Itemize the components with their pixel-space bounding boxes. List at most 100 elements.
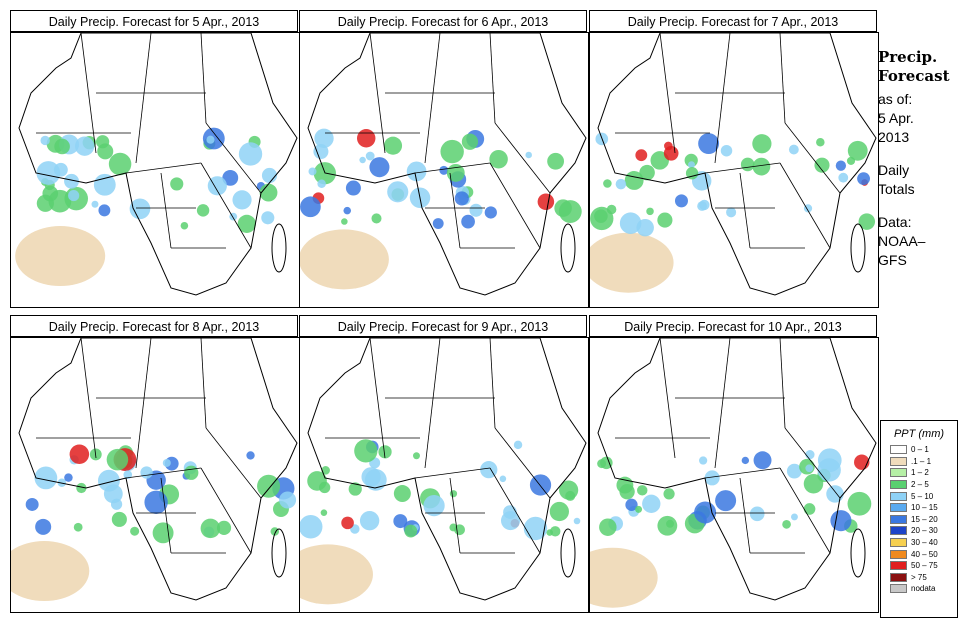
country-border (369, 338, 386, 459)
rain-cell (108, 152, 132, 176)
rain-cell (664, 141, 673, 151)
country-border (779, 338, 786, 429)
legend-item: 10 – 15 (890, 502, 957, 514)
rain-cell (513, 440, 523, 450)
forecast-panel: Daily Precip. Forecast for 8 Apr., 2013 (10, 315, 300, 615)
rain-cell (320, 509, 328, 516)
legend-item: 2 – 5 (890, 479, 957, 491)
data-source: NOAA– (878, 233, 926, 249)
coastline (18, 33, 298, 296)
rain-cell (383, 136, 403, 155)
rain-cell (76, 482, 87, 494)
rain-cell (200, 518, 221, 539)
rain-cell (130, 526, 140, 536)
country-border (135, 33, 152, 164)
country-border (704, 467, 781, 479)
rain-cell (64, 473, 73, 482)
panel-title: Daily Precip. Forecast for 7 Apr., 2013 (589, 10, 877, 32)
dry-area (11, 541, 90, 602)
country-border (449, 172, 461, 249)
country-border (200, 33, 207, 124)
country-border (200, 467, 252, 554)
rain-cell (559, 480, 579, 500)
rain-cell (749, 506, 765, 522)
forecast-panel: Daily Precip. Forecast for 6 Apr., 2013 (299, 10, 589, 310)
country-border (205, 427, 262, 499)
rain-cell (805, 450, 815, 460)
sidebar-heading: Precip. (878, 48, 938, 66)
panel-title: Daily Precip. Forecast for 10 Apr., 2013 (589, 315, 877, 337)
country-border (489, 162, 541, 249)
rain-cell (740, 157, 755, 172)
rain-cell (529, 474, 552, 496)
legend-label: 1 – 2 (911, 468, 929, 478)
rain-cell (54, 138, 70, 155)
rain-cell (359, 511, 380, 531)
rain-cell (98, 204, 111, 217)
precip-map (299, 32, 589, 308)
rain-cell (484, 206, 497, 219)
country-border (494, 427, 551, 499)
dry-area (590, 547, 658, 608)
country-border (160, 477, 172, 554)
rain-cell (40, 135, 50, 146)
rain-cell (838, 172, 849, 183)
country-border (125, 467, 202, 479)
as-of-year: 2013 (878, 129, 910, 145)
legend-item: 15 – 20 (890, 514, 957, 526)
rain-cell (741, 456, 750, 465)
rain-cell (106, 448, 129, 471)
rain-cell (847, 491, 872, 516)
rain-cell (261, 211, 275, 225)
rain-cell (489, 149, 508, 169)
rain-cell (393, 485, 411, 503)
rain-cell (73, 522, 83, 532)
precip-map (10, 32, 300, 308)
rain-cell (207, 176, 227, 196)
rain-cell (25, 497, 39, 511)
rain-cell (603, 179, 612, 188)
country-border (784, 427, 841, 499)
rain-cell (857, 172, 870, 186)
legend-swatch (890, 526, 907, 536)
rain-cell (144, 490, 168, 514)
precip-map (589, 32, 879, 308)
rain-cell (387, 181, 409, 203)
rain-cell (369, 157, 390, 178)
legend-label: 40 – 50 (911, 549, 938, 559)
country-border (135, 338, 152, 469)
precip-map (299, 337, 589, 613)
rain-cell (788, 144, 799, 155)
rain-cell (615, 178, 627, 190)
legend-title: PPT (mm) (893, 428, 945, 440)
forecast-panel: Daily Precip. Forecast for 7 Apr., 2013 (589, 10, 879, 310)
legend-item: 0 – 1 (890, 444, 957, 456)
rain-cell (637, 485, 648, 496)
rain-cell (635, 505, 643, 513)
rain-cell (111, 511, 127, 527)
panel-title: Daily Precip. Forecast for 6 Apr., 2013 (299, 10, 587, 32)
precip-map (589, 337, 879, 613)
dry-area (300, 229, 389, 290)
rain-cell (573, 517, 581, 525)
rain-cell (790, 513, 798, 521)
rain-cell (341, 516, 354, 530)
forecast-panel: Daily Precip. Forecast for 9 Apr., 2013 (299, 315, 589, 615)
as-of-date: 5 Apr. (878, 110, 914, 126)
rain-cell (308, 167, 317, 176)
rain-cell (341, 218, 348, 225)
rain-cell (35, 518, 52, 535)
rain-cell (440, 139, 464, 164)
rain-cell (817, 458, 841, 482)
rain-cell (826, 485, 844, 503)
data-source-label: Data: (878, 214, 912, 230)
rain-cell (461, 133, 479, 150)
rain-cell (36, 194, 54, 212)
country-border (704, 162, 781, 174)
rain-cell (752, 134, 772, 154)
country-border (659, 338, 676, 459)
sidebar-heading: Forecast (878, 67, 950, 85)
rain-cell (639, 164, 655, 181)
rain-cell (257, 474, 281, 498)
rain-cell (246, 451, 255, 460)
